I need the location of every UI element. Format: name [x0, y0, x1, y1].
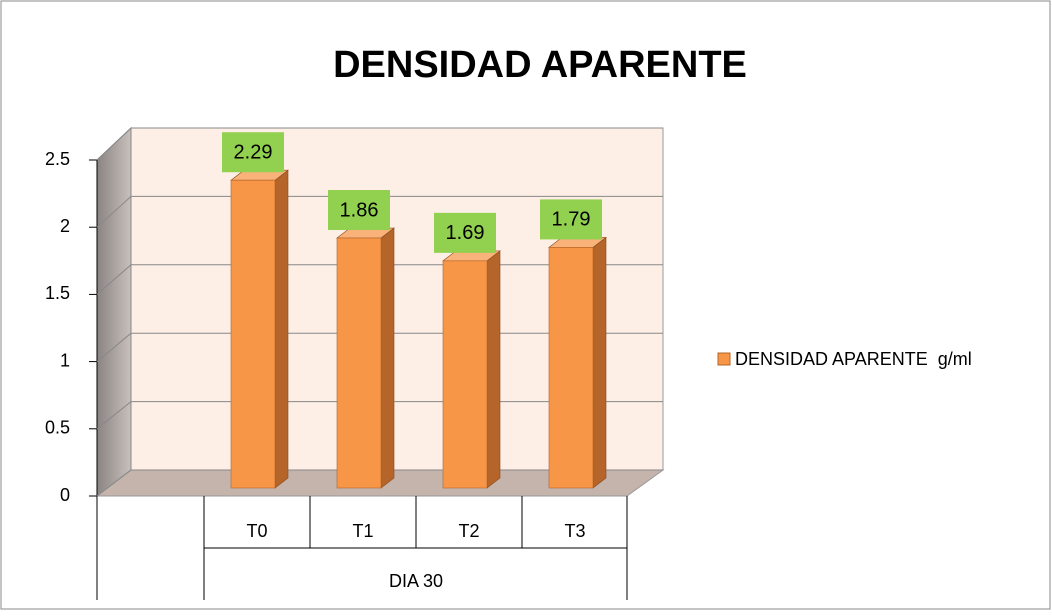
x-tick-label: T0: [246, 521, 267, 541]
y-tick-label: 2.5: [45, 149, 70, 169]
chart-title: DENSIDAD APARENTE: [333, 44, 747, 86]
grid-line: [96, 469, 132, 497]
data-label: 2.29: [234, 142, 273, 164]
y-tick-label: 1.5: [45, 283, 70, 303]
y-tick-label: 2: [60, 216, 70, 236]
data-label-box: [222, 132, 284, 173]
grid-line: [96, 332, 132, 362]
bar-side: [380, 227, 395, 489]
side-wall: [96, 126, 132, 498]
x-tick-label: T1: [352, 521, 373, 541]
data-label-box: [434, 212, 496, 253]
data-label-box: [328, 190, 390, 231]
data-label: 1.86: [340, 199, 379, 221]
bar-side: [486, 250, 501, 489]
grid-line: [96, 127, 132, 161]
y-tick-label: 0: [60, 485, 70, 505]
bar: [442, 260, 488, 489]
grid-line: [96, 401, 132, 430]
bar-side: [592, 236, 607, 489]
data-label-box: [540, 199, 602, 240]
legend-swatch: [717, 352, 731, 366]
grid-line: [96, 196, 132, 228]
category-table: [96, 160, 628, 600]
data-label: 1.79: [552, 209, 591, 231]
grid-line: [96, 264, 132, 295]
y-tick-label: 1: [60, 350, 70, 370]
group-label: DIA 30: [389, 571, 443, 591]
x-tick-label: T3: [564, 521, 585, 541]
bar-side: [274, 169, 289, 489]
bar: [336, 237, 382, 489]
legend-label: DENSIDAD APARENTE g/ml: [735, 349, 972, 369]
bar: [230, 179, 276, 489]
y-tick-label: 0.5: [45, 418, 70, 438]
bar: [548, 247, 594, 489]
data-label: 1.69: [446, 222, 485, 244]
x-tick-label: T2: [458, 521, 479, 541]
